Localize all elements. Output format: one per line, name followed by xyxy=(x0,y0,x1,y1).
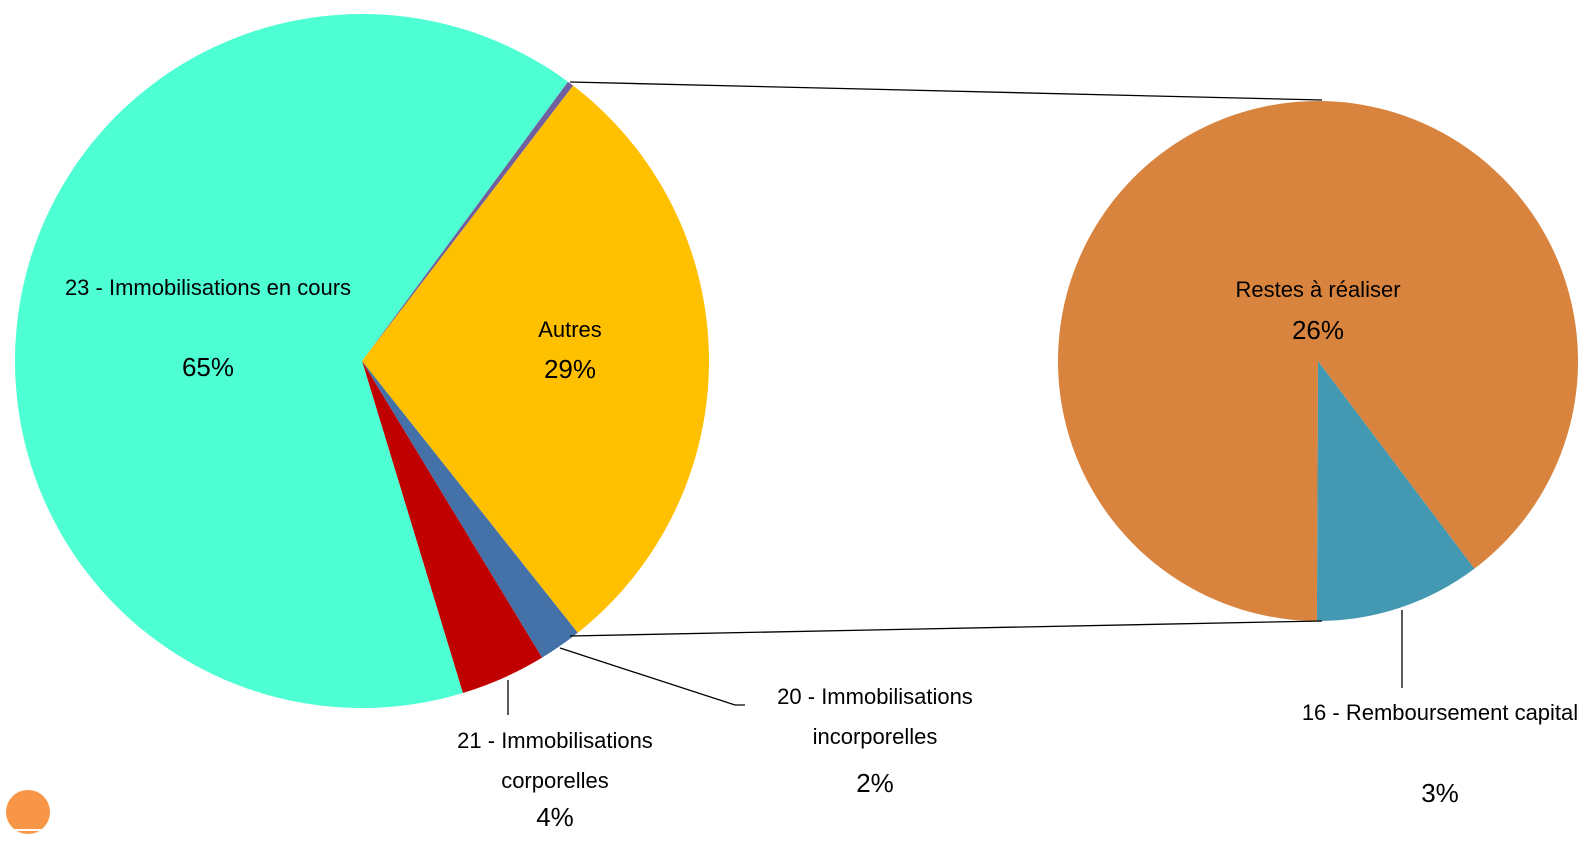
slice-label: 20 - Immobilisations incorporelles xyxy=(777,684,973,749)
slice-label: 21 - Immobilisations corporelles xyxy=(457,728,653,793)
slice-label: Restes à réaliser xyxy=(1235,277,1401,302)
value-label: 26% xyxy=(1291,315,1345,345)
logo xyxy=(6,790,50,834)
connector-line xyxy=(569,81,1323,101)
value-label: 2% xyxy=(856,768,894,798)
slice-label: Autres xyxy=(538,317,602,342)
slice-label: 23 - Immobilisations en cours xyxy=(64,275,352,300)
pie-slice xyxy=(15,13,568,708)
pie-slice xyxy=(362,361,543,694)
pie-slice xyxy=(362,85,710,633)
pie-slice xyxy=(362,81,574,362)
leader-line xyxy=(559,647,745,706)
value-label: 29% xyxy=(543,354,597,384)
value-label: 3% xyxy=(1421,778,1459,808)
pie-slice xyxy=(1058,100,1578,621)
value-label: 4% xyxy=(536,802,574,832)
pie-slice xyxy=(362,361,578,658)
value-label: 65% xyxy=(181,352,235,382)
slice-label: 16 - Remboursement capital xyxy=(1301,700,1579,725)
connector-line xyxy=(569,620,1323,637)
pie-slice xyxy=(1316,361,1475,621)
